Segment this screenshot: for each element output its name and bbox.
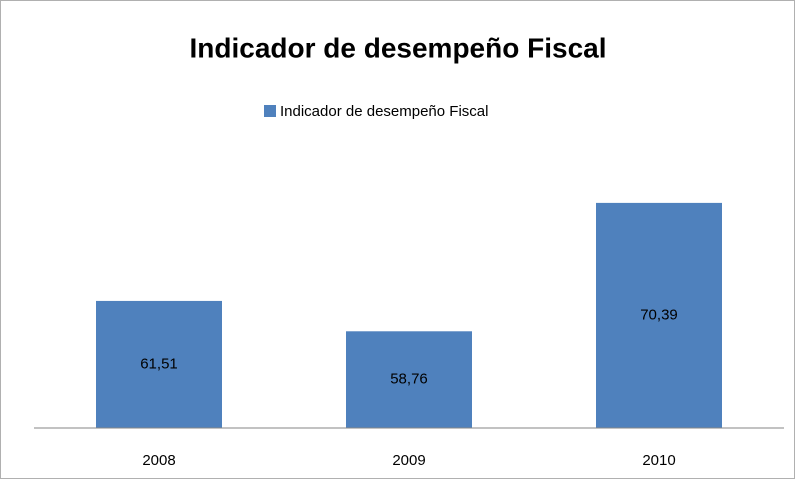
data-label: 58,76 — [390, 371, 428, 388]
x-tick-label: 2009 — [392, 452, 425, 469]
bar — [596, 202, 722, 428]
data-label: 70,39 — [640, 306, 678, 323]
bar — [96, 300, 222, 428]
legend-label: Indicador de desempeño Fiscal — [280, 103, 488, 120]
chart-title: Indicador de desempeño Fiscal — [189, 32, 606, 63]
data-label: 61,51 — [140, 355, 178, 372]
legend-swatch — [264, 105, 276, 117]
bar — [346, 331, 472, 428]
x-tick-label: 2008 — [142, 452, 175, 469]
x-tick-label: 2010 — [642, 452, 675, 469]
